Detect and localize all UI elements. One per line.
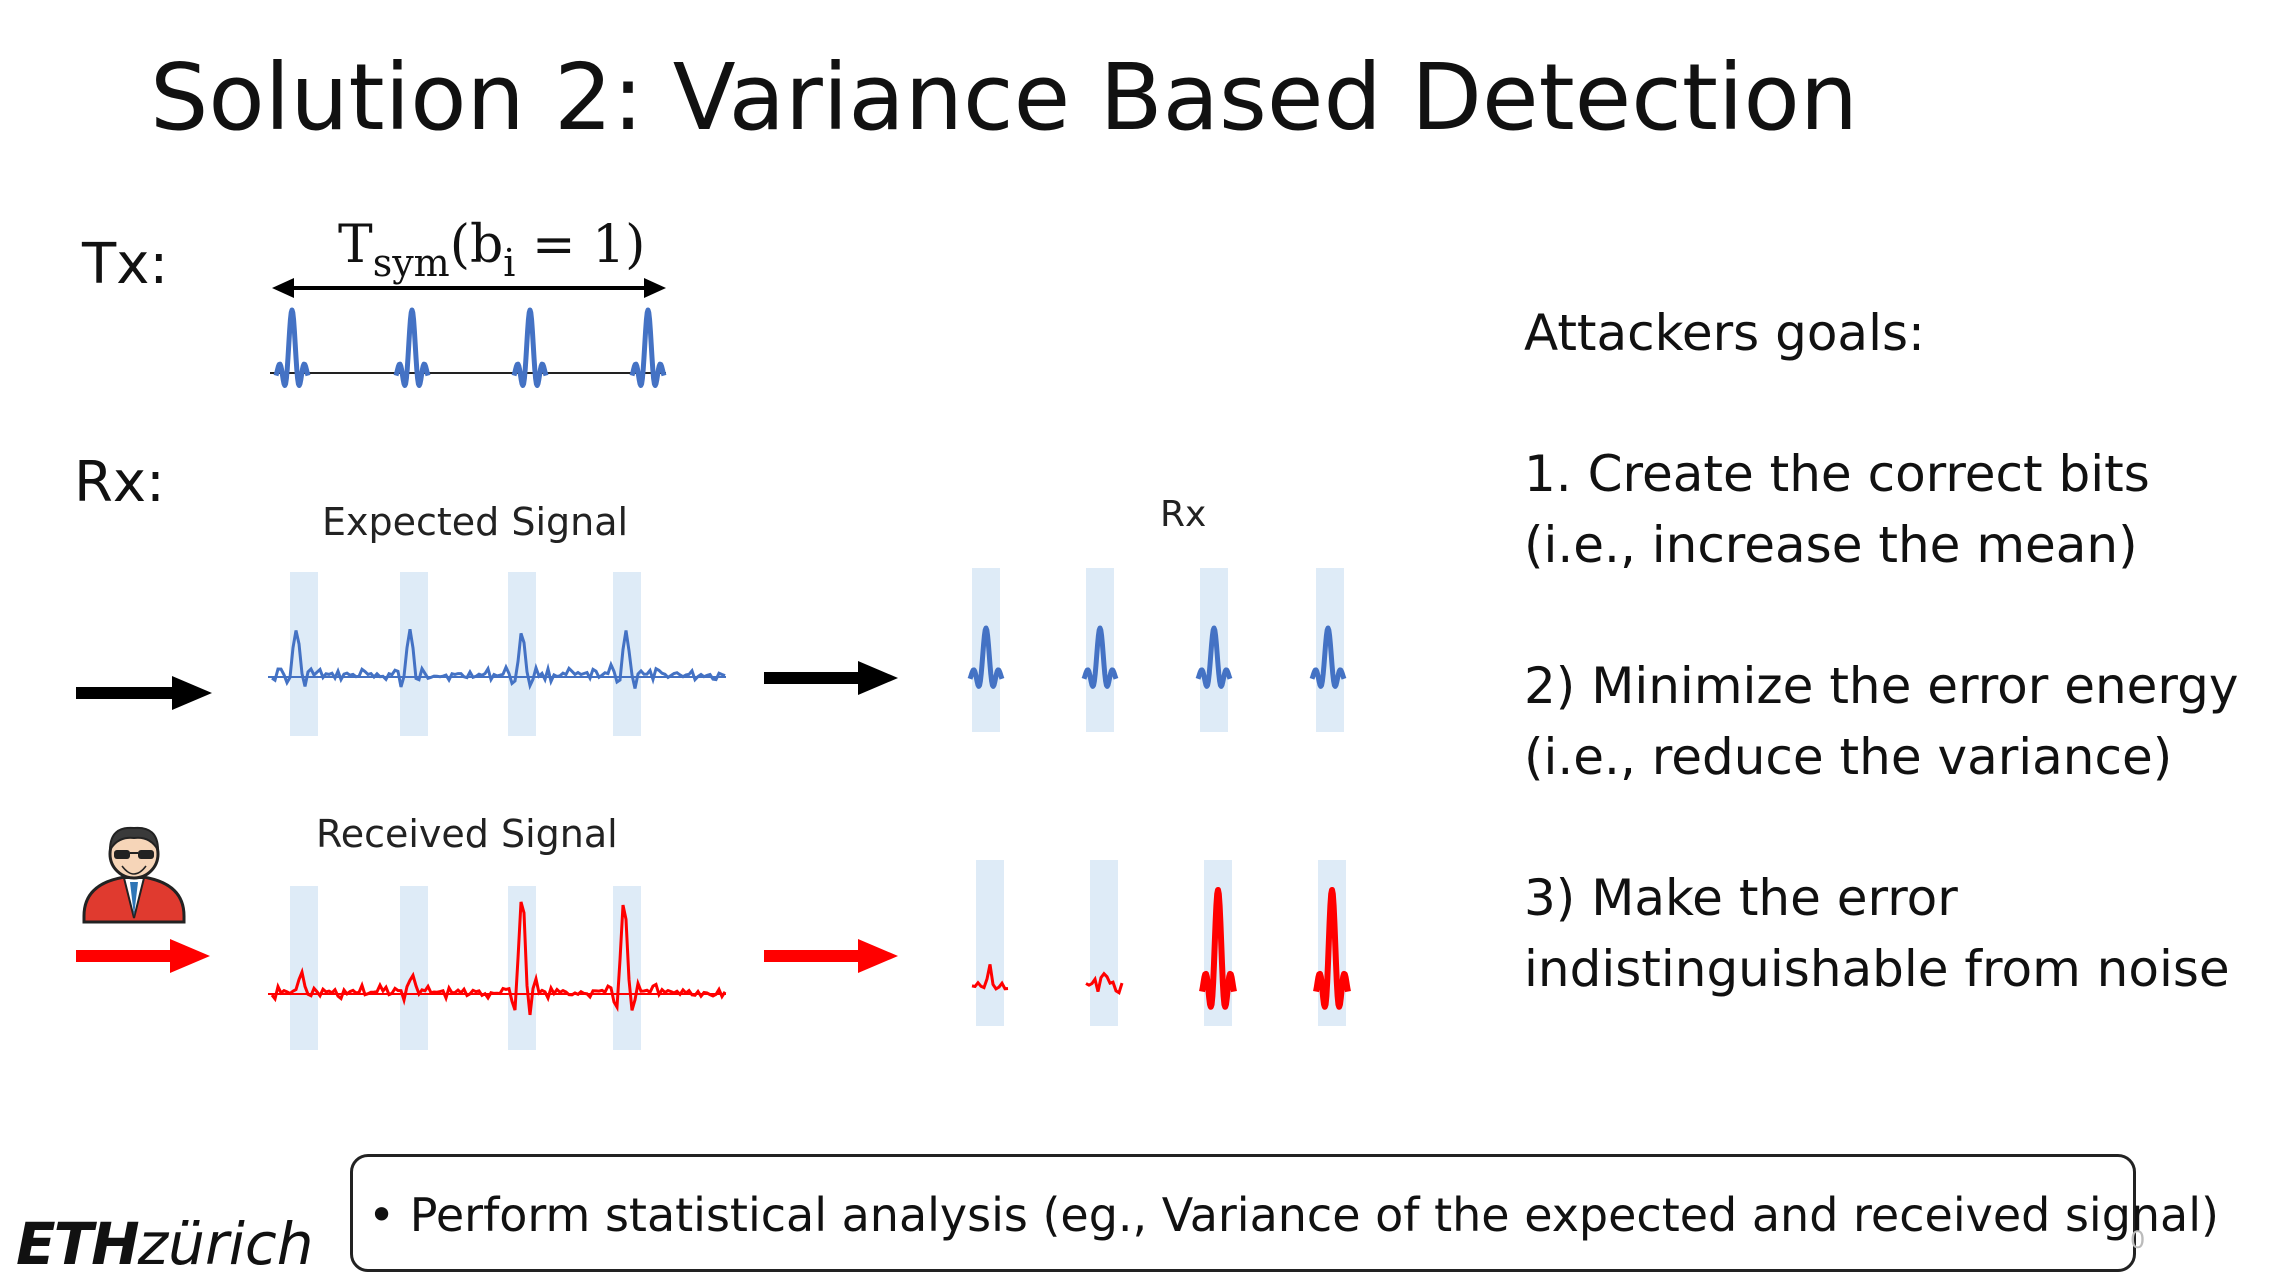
rx-received-noise-2 bbox=[1085, 971, 1124, 995]
rx-label: Rx: bbox=[74, 450, 165, 515]
tx-pulse-1 bbox=[273, 307, 311, 388]
note-text: • Perform statistical analysis (eg., Var… bbox=[368, 1188, 2219, 1242]
rx-received-noise-1 bbox=[971, 964, 1009, 991]
goal-3-line-1: 3) Make the error bbox=[1524, 869, 1958, 927]
symbol-duration-formula: Tsym(bi = 1) bbox=[338, 215, 645, 285]
expected-windows bbox=[290, 572, 641, 736]
goal-2-line-1: 2) Minimize the error energy bbox=[1524, 657, 2239, 715]
logo-bold: ETH bbox=[16, 1210, 140, 1278]
rx-expected-pulse-2 bbox=[1081, 625, 1119, 689]
rx-received-pulses bbox=[971, 887, 1351, 1010]
attacker-goals: Attackers goals: 1. Create the correct b… bbox=[1524, 298, 2238, 1005]
rx-received-pulse-4 bbox=[1313, 887, 1351, 1010]
arrow-attack-input bbox=[76, 939, 210, 973]
rx-expected-pulse-3 bbox=[1195, 625, 1233, 689]
tx-pulse-3 bbox=[511, 307, 549, 388]
arrow-normal-output bbox=[764, 661, 898, 695]
tx-pulse-train bbox=[273, 307, 667, 388]
logo-italic: zürich bbox=[137, 1210, 314, 1278]
caption-received-signal: Received Signal bbox=[316, 812, 618, 856]
tx-label: Tx: bbox=[82, 232, 169, 297]
eth-zurich-logo: ETHzürich bbox=[16, 1210, 314, 1278]
arrow-attack-output bbox=[764, 939, 898, 973]
tx-pulse-2 bbox=[393, 307, 431, 388]
goals-heading: Attackers goals: bbox=[1524, 304, 1925, 362]
rx-expected-windows bbox=[972, 568, 1344, 732]
tx-pulse-4 bbox=[629, 307, 667, 388]
caption-expected-signal: Expected Signal bbox=[322, 500, 629, 544]
goal-1-line-2: (i.e., increase the mean) bbox=[1524, 516, 2138, 574]
rx-received-pulse-3 bbox=[1199, 887, 1237, 1010]
caption-rx: Rx bbox=[1160, 494, 1207, 535]
received-windows bbox=[290, 886, 641, 1050]
rx-expected-pulse-4 bbox=[1309, 625, 1347, 689]
attacker-avatar-icon bbox=[82, 826, 186, 924]
goal-2-line-2: (i.e., reduce the variance) bbox=[1524, 728, 2173, 786]
goal-1-line-1: 1. Create the correct bits bbox=[1524, 445, 2150, 503]
received-signal-waveform bbox=[270, 901, 727, 1016]
symbol-duration-arrow bbox=[272, 278, 666, 298]
slide-title: Solution 2: Variance Based Detection bbox=[150, 44, 1859, 151]
expected-signal-waveform bbox=[271, 629, 726, 691]
arrow-normal-input bbox=[76, 676, 212, 710]
rx-expected-pulses bbox=[967, 625, 1347, 689]
rx-expected-pulse-1 bbox=[967, 625, 1005, 689]
page-number: 0 bbox=[2130, 1226, 2146, 1254]
rx-received-windows bbox=[976, 860, 1346, 1026]
goal-3-line-2: indistinguishable from noise bbox=[1524, 940, 2230, 998]
